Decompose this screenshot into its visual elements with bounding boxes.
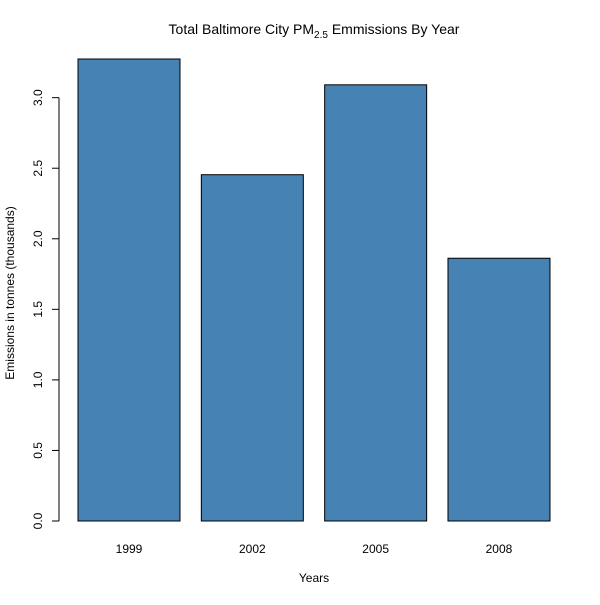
y-tick-label: 0.5 [31, 442, 45, 459]
x-axis-labels: 1999 2002 2005 2008 [116, 542, 513, 556]
bar-1999 [77, 58, 181, 522]
y-tick-label: 1.5 [31, 301, 45, 318]
y-tick-label: 2.0 [31, 230, 45, 247]
bars-group [77, 58, 551, 522]
chart-title-rest: Emmissions By Year [328, 21, 460, 37]
chart-title-subscript: 2.5 [314, 30, 328, 41]
x-tick-label-2008: 2008 [486, 542, 513, 556]
chart-title: Total Baltimore City PM2.5 Emmissions By… [169, 21, 460, 41]
bar-2002 [200, 174, 304, 522]
x-tick-label-2002: 2002 [239, 542, 266, 556]
x-tick-label-2005: 2005 [362, 542, 389, 556]
bar-2008 [447, 257, 551, 522]
y-axis: 0.0 0.5 1.0 1.5 2.0 2.5 3.0 [31, 89, 60, 529]
x-axis-title: Years [299, 571, 329, 585]
y-tick-label: 3.0 [31, 89, 45, 106]
x-tick-label-1999: 1999 [116, 542, 143, 556]
y-tick-label: 1.0 [31, 371, 45, 388]
y-axis-title: Emissions in tonnes (thousands) [3, 206, 17, 379]
chart-title-main: Total Baltimore City PM [169, 21, 314, 37]
y-tick-label: 0.0 [31, 512, 45, 529]
bar-2005 [324, 84, 428, 522]
y-tick-label: 2.5 [31, 160, 45, 177]
